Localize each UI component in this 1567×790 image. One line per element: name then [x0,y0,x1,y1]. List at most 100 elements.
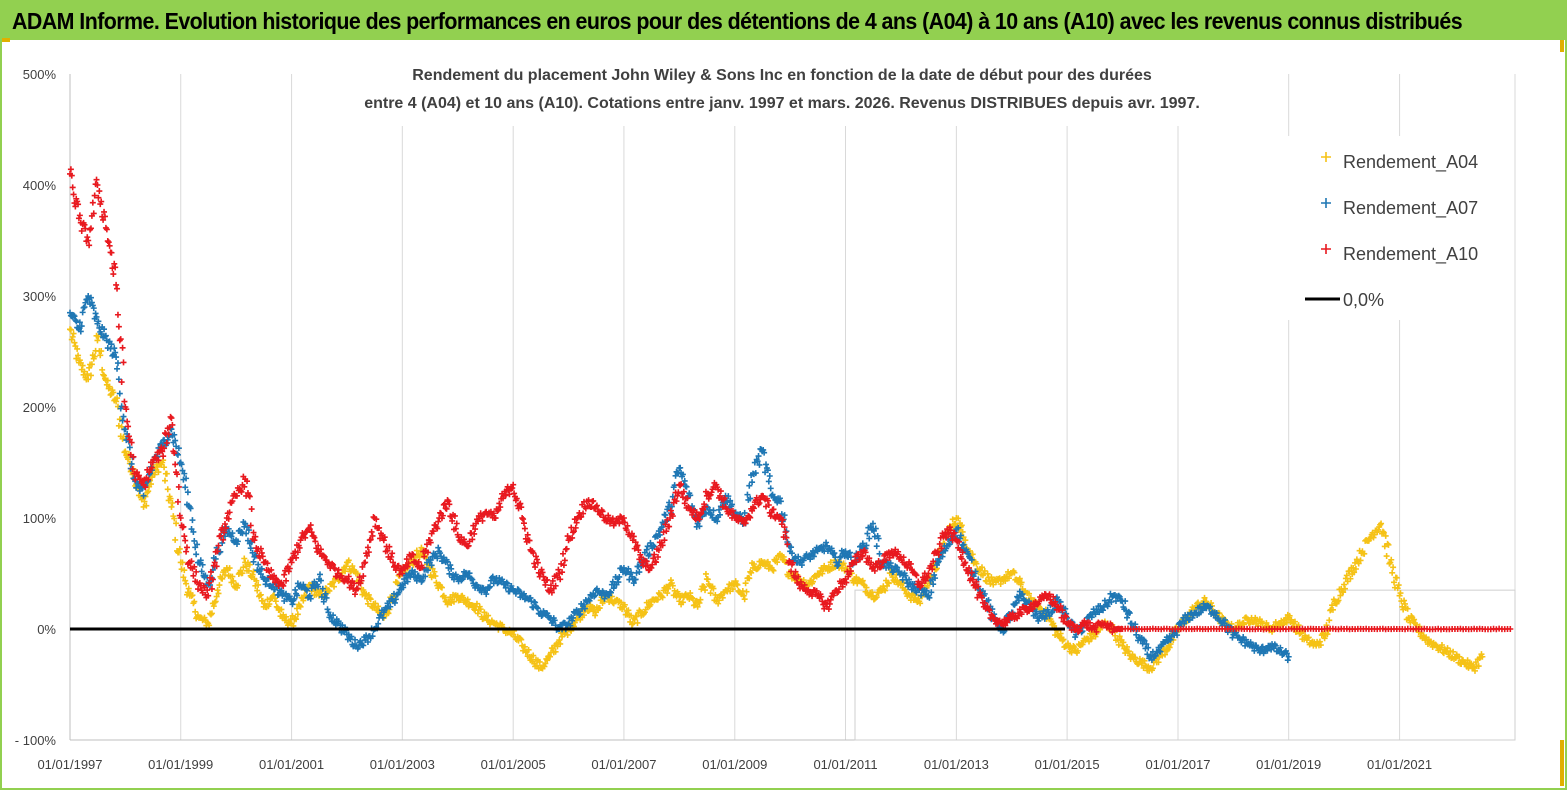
data-point [191,598,198,605]
data-point [743,588,750,595]
data-point [809,578,816,585]
data-point [88,299,95,306]
chart-title-line-1: Rendement du placement John Wiley & Sons… [412,67,1152,84]
data-point [136,488,143,495]
data-point [169,499,176,506]
data-point [113,354,120,361]
data-point [542,660,549,667]
data-point [189,592,196,599]
data-point [740,592,747,599]
data-point [108,341,115,348]
data-point [342,568,349,575]
chart-title-line-2: entre 4 (A04) et 10 ans (A10). Cotations… [364,95,1200,112]
data-point [557,640,564,647]
data-point [499,621,506,628]
data-point [230,577,237,584]
data-point [181,533,188,540]
data-point [172,536,179,543]
data-point [1385,541,1392,548]
data-point [250,568,257,575]
y-tick-label: 300% [23,289,57,304]
data-point [696,599,703,606]
data-point [1471,667,1478,674]
data-point [763,461,770,468]
y-tick-label: 100% [23,511,57,526]
data-point [1384,540,1391,547]
data-point [79,309,86,316]
data-point [367,596,374,603]
data-point [96,324,103,331]
data-point [647,601,654,608]
data-point [710,585,717,592]
data-point [1295,622,1302,629]
x-tick-label: 01/01/2011 [813,757,877,772]
data-point [241,555,248,562]
data-point [76,319,83,326]
chart-title: Rendement du placement John Wiley & Sons… [320,58,1260,126]
data-point [266,601,273,608]
x-tick-label: 01/01/2015 [1035,757,1100,772]
data-point [98,348,105,355]
data-point [780,553,787,560]
data-point [431,568,438,575]
data-point [687,590,694,597]
data-point [115,323,122,330]
data-point [112,349,119,356]
data-point [1057,630,1064,637]
data-point [675,590,682,597]
data-point [98,330,105,337]
data-point [1393,574,1400,581]
y-tick-label: 400% [23,178,57,193]
data-point [278,606,285,613]
data-point [1116,633,1123,640]
data-point [1388,556,1395,563]
data-point [69,333,76,340]
data-point [732,578,739,585]
data-point [354,570,361,577]
data-point [193,551,200,558]
data-point [229,573,236,580]
data-point [665,585,672,592]
legend-label: 0,0% [1343,290,1384,310]
data-point [168,415,175,422]
x-tick-label: 01/01/2019 [1256,757,1321,772]
data-point [429,565,436,572]
data-point [226,565,233,572]
data-point [750,561,757,568]
data-point [126,444,133,451]
data-point [1265,622,1272,629]
data-point [1065,640,1071,647]
data-point [481,609,488,616]
data-point [1370,534,1377,541]
data-point [365,591,372,598]
data-point [100,371,107,378]
data-point [1335,597,1342,604]
data-point [564,631,571,638]
header-title: ADAM Informe. Evolution historique des p… [12,8,1463,34]
data-point [77,328,84,335]
data-point [343,563,350,570]
data-point [243,563,250,570]
data-point [1357,557,1364,564]
data-point [596,605,603,612]
data-point [214,587,221,594]
series-rendement-a07 [67,293,1292,664]
data-point [147,481,154,488]
data-point [1355,560,1362,567]
data-point [1391,579,1398,586]
x-axis: 01/01/1997 01/01/1999 01/01/2001 01/01/2003… [37,757,1432,772]
data-point [141,498,148,505]
data-point [206,622,213,629]
series-layer [67,166,1514,674]
data-point [1166,644,1173,651]
data-point [519,515,526,521]
data-point [552,648,559,655]
data-point [174,498,181,505]
data-point [101,326,108,333]
y-tick-label: 0% [37,622,56,637]
data-point [962,537,969,544]
data-point [958,522,965,529]
data-point [128,460,135,467]
data-point [747,568,754,575]
data-point [1389,569,1396,576]
